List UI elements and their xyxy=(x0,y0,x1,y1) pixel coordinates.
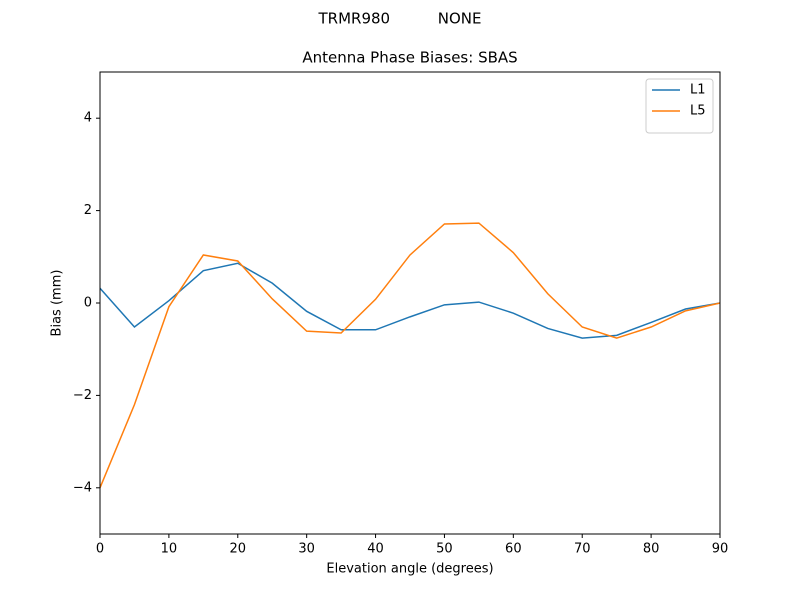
y-tick-label: 0 xyxy=(84,296,92,311)
x-tick-label: 80 xyxy=(643,542,660,557)
legend-label: L1 xyxy=(690,83,706,98)
x-tick-label: 50 xyxy=(436,542,453,557)
y-tick-label: 2 xyxy=(84,203,92,218)
x-tick-label: 20 xyxy=(230,542,247,557)
data-line xyxy=(99,222,721,489)
plot-frame xyxy=(99,71,721,535)
y-tick-label: −4 xyxy=(73,480,92,495)
x-tick-label: 90 xyxy=(712,542,729,557)
chart-title: Antenna Phase Biases: SBAS xyxy=(302,49,517,67)
x-tick-label: 10 xyxy=(161,542,178,557)
suptitle: TRMR980 NONE xyxy=(318,10,482,28)
data-line xyxy=(99,262,721,339)
legend-box xyxy=(645,78,714,134)
x-axis-label: Elevation angle (degrees) xyxy=(326,562,493,577)
y-tick-label: 4 xyxy=(84,111,92,126)
x-tick-label: 60 xyxy=(505,542,522,557)
y-axis-label: Bias (mm) xyxy=(50,270,65,337)
x-tick-label: 40 xyxy=(367,542,384,557)
x-tick-label: 30 xyxy=(298,542,315,557)
y-tick-label: −2 xyxy=(73,388,92,403)
x-tick-label: 70 xyxy=(574,542,591,557)
x-tick-label: 0 xyxy=(96,542,104,557)
legend-label: L5 xyxy=(690,104,706,119)
